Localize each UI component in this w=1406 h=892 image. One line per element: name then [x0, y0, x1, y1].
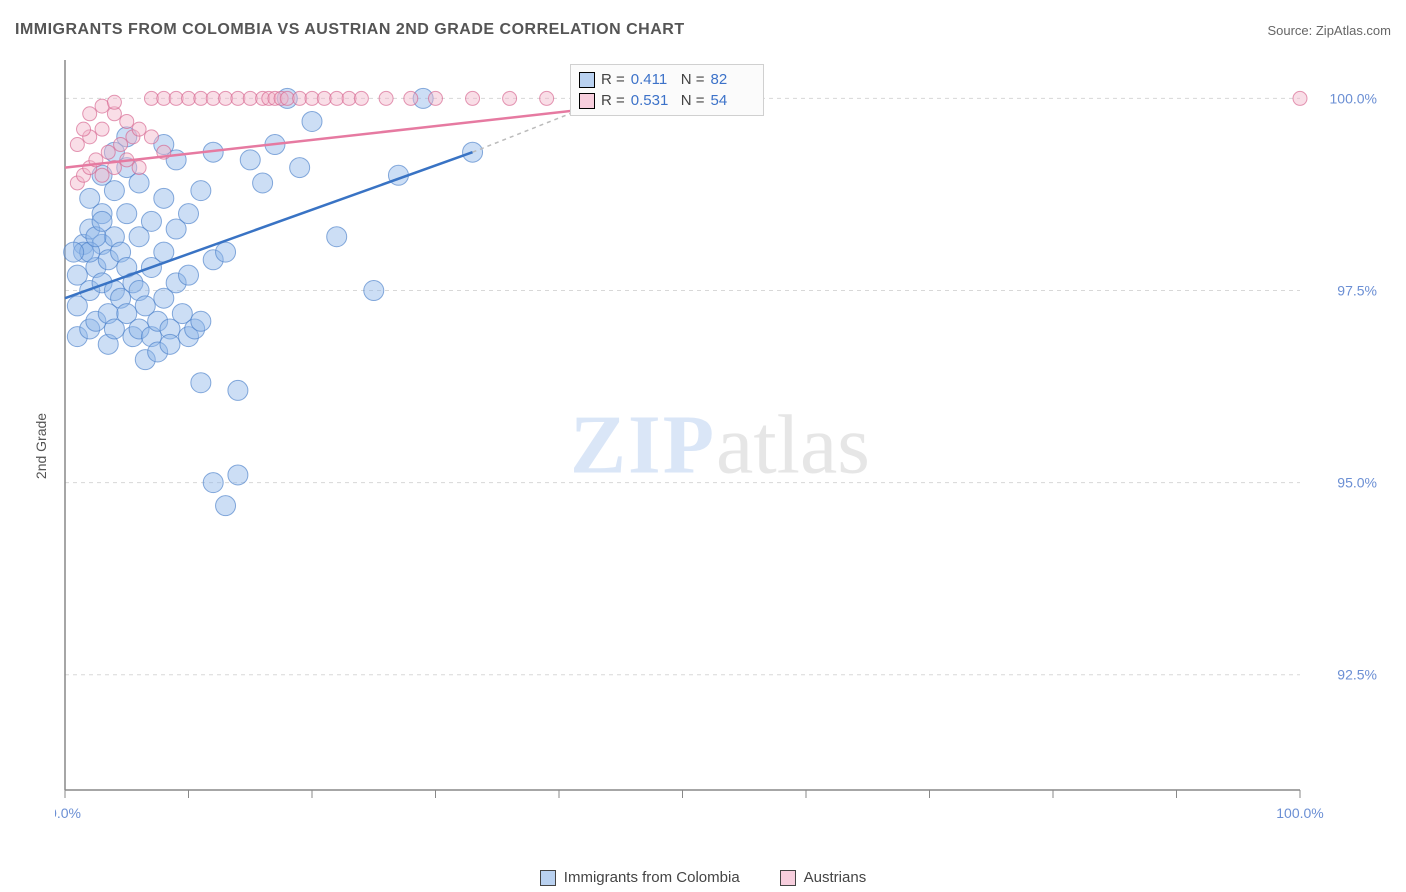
footer-legend: Immigrants from Colombia Austrians	[0, 869, 1406, 886]
source-attribution: Source: ZipAtlas.com	[1267, 23, 1391, 38]
legend-label-blue: Immigrants from Colombia	[564, 869, 740, 886]
n-value-pink: 54	[711, 92, 755, 109]
r-value-pink: 0.531	[631, 92, 675, 109]
n-label: N =	[681, 92, 705, 109]
swatch-pink	[579, 93, 595, 109]
scatter-plot-svg: 92.5% 95.0% 97.5% 100.0% 0.0% 100.0%	[55, 55, 1385, 835]
swatch-blue	[579, 72, 595, 88]
svg-text:100.0%: 100.0%	[1276, 805, 1323, 821]
svg-text:0.0%: 0.0%	[55, 805, 81, 821]
r-label: R =	[601, 71, 625, 88]
source-prefix: Source:	[1267, 23, 1315, 38]
r-label: R =	[601, 92, 625, 109]
stats-row-blue: R = 0.411 N = 82	[579, 69, 755, 90]
n-label: N =	[681, 71, 705, 88]
r-value-blue: 0.411	[631, 71, 675, 88]
svg-text:95.0%: 95.0%	[1337, 475, 1377, 491]
legend-item-blue: Immigrants from Colombia	[540, 869, 740, 886]
legend-swatch-pink	[780, 870, 796, 886]
svg-text:100.0%: 100.0%	[1330, 90, 1377, 106]
svg-text:92.5%: 92.5%	[1337, 667, 1377, 683]
source-link[interactable]: ZipAtlas.com	[1316, 23, 1391, 38]
correlation-stats-box: R = 0.411 N = 82 R = 0.531 N = 54	[570, 64, 764, 116]
legend-item-pink: Austrians	[780, 869, 867, 886]
chart-area: 92.5%95.0%97.5%100.0%0.0%100.0% ZIPatlas	[55, 55, 1385, 835]
n-value-blue: 82	[711, 71, 755, 88]
stats-row-pink: R = 0.531 N = 54	[579, 90, 755, 111]
chart-title: IMMIGRANTS FROM COLOMBIA VS AUSTRIAN 2ND…	[15, 21, 685, 39]
svg-text:97.5%: 97.5%	[1337, 283, 1377, 299]
legend-label-pink: Austrians	[804, 869, 867, 886]
legend-swatch-blue	[540, 870, 556, 886]
y-axis-label: 2nd Grade	[33, 413, 49, 479]
